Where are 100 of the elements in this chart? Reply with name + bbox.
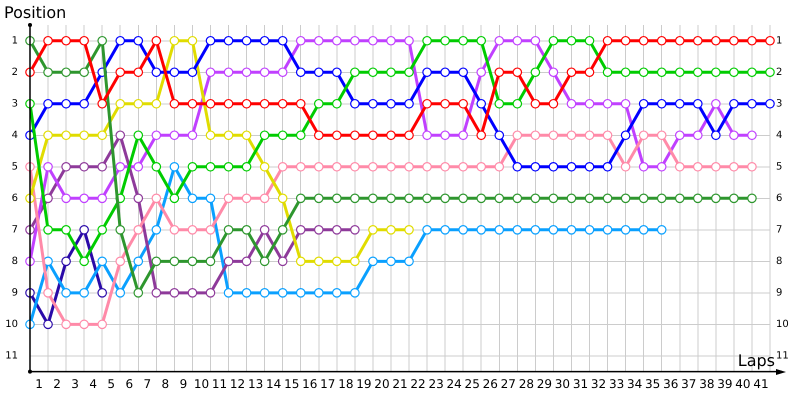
point [278, 288, 288, 298]
point [638, 162, 648, 172]
point [368, 162, 378, 172]
point [152, 225, 162, 235]
point [260, 256, 270, 266]
point [494, 67, 504, 78]
y-tick-label: 2 [12, 66, 18, 78]
x-tick-label: 21 [392, 376, 408, 391]
x-tick-label: 40 [735, 376, 751, 391]
point [656, 130, 667, 140]
point [476, 67, 486, 78]
point [404, 36, 414, 46]
point [133, 67, 144, 78]
point [693, 67, 703, 78]
point [674, 162, 685, 172]
x-tick-label: 10 [194, 376, 210, 391]
point [368, 36, 378, 46]
point [296, 98, 306, 109]
point [79, 256, 89, 266]
point [747, 162, 757, 172]
point [115, 36, 126, 46]
point [115, 225, 126, 235]
point [729, 130, 739, 140]
point [206, 194, 216, 204]
point [61, 320, 71, 330]
point [674, 98, 685, 109]
x-tick-label: 41 [753, 376, 769, 391]
point [638, 36, 648, 46]
point [530, 194, 540, 204]
point [188, 162, 198, 172]
point [548, 36, 558, 46]
point [79, 225, 89, 235]
point [602, 225, 612, 235]
point [133, 130, 144, 140]
point [152, 256, 162, 266]
point [711, 130, 721, 140]
point [548, 67, 558, 78]
point [656, 194, 667, 204]
point [314, 194, 324, 204]
point [206, 36, 216, 46]
point [422, 98, 432, 109]
point [61, 67, 71, 78]
point [224, 36, 234, 46]
point [206, 288, 216, 298]
point [386, 256, 396, 266]
point [729, 194, 739, 204]
point [350, 225, 360, 235]
point [97, 225, 107, 235]
point [602, 162, 612, 172]
point [620, 162, 630, 172]
x-tick-label: 36 [663, 376, 678, 391]
point [548, 98, 558, 109]
point [620, 130, 630, 140]
y2-tick-label: 4 [776, 130, 782, 141]
point [368, 256, 378, 266]
point [494, 36, 504, 46]
point [278, 225, 288, 235]
x-tick-label: 29 [536, 376, 552, 391]
point [404, 162, 414, 172]
point [638, 67, 648, 78]
x-tick-label: 6 [125, 376, 134, 391]
point [278, 162, 288, 172]
point [79, 288, 89, 298]
x-tick-label: 15 [284, 376, 300, 391]
point [620, 194, 630, 204]
point [133, 288, 144, 298]
point [350, 194, 360, 204]
point [711, 36, 721, 46]
point [368, 130, 378, 140]
point [332, 256, 342, 266]
point [386, 98, 396, 109]
point [61, 194, 71, 204]
point [79, 36, 89, 46]
point [170, 98, 180, 109]
x-tick-label: 12 [230, 376, 246, 391]
point [386, 67, 396, 78]
point [350, 256, 360, 266]
y-tick-label: 4 [12, 130, 18, 141]
point [224, 288, 234, 298]
point [476, 130, 486, 140]
point [79, 320, 89, 330]
point [584, 225, 594, 235]
point [296, 288, 306, 298]
point [729, 98, 739, 109]
point [115, 162, 126, 172]
point [693, 194, 703, 204]
x-tick-label: 19 [356, 376, 372, 391]
point [548, 225, 558, 235]
point [332, 36, 342, 46]
y-tick-label: 5 [12, 161, 18, 172]
point [314, 98, 324, 109]
point [368, 225, 378, 235]
point [656, 67, 667, 78]
point [747, 98, 757, 109]
point [79, 67, 89, 78]
point [530, 36, 540, 46]
point [566, 130, 576, 140]
y2-tick-label: 2 [776, 66, 782, 78]
point [260, 288, 270, 298]
point [260, 130, 270, 140]
